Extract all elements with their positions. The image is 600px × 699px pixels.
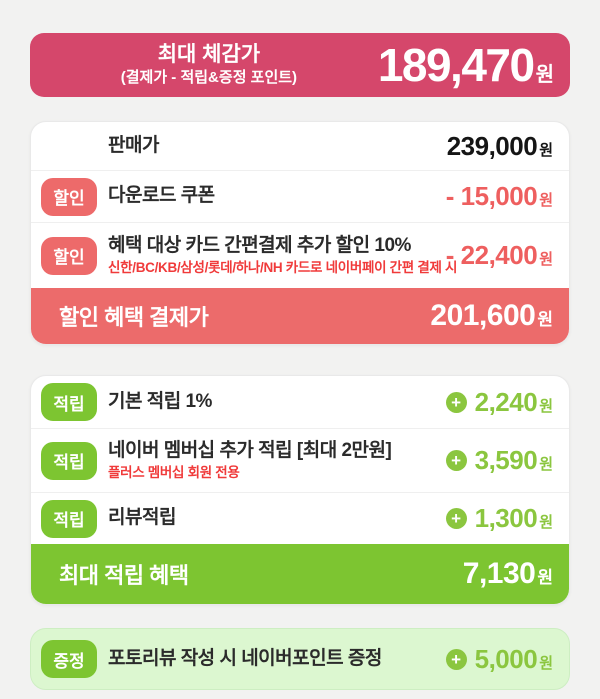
reward-badge: 적립 <box>41 383 97 421</box>
base-reward-row: 적립 기본 적립 1% + 2,240 원 <box>31 376 569 428</box>
header-title-block: 최대 체감가 (결제가 - 적립&증정 포인트) <box>40 43 378 86</box>
max-reward-label: 최대 적립 혜택 <box>59 563 189 588</box>
currency-suffix: 원 <box>537 310 553 329</box>
header-subtitle: (결제가 - 적립&증정 포인트) <box>120 69 298 87</box>
membership-reward-label: 네이버 멤버십 추가 적립 [최대 2만원] <box>108 439 392 461</box>
discounted-price-bar: 할인 혜택 결제가 201,600 원 <box>31 288 569 344</box>
review-reward-label: 리뷰적립 <box>108 507 176 529</box>
plus-icon: + <box>445 450 467 471</box>
header-title: 최대 체감가 <box>157 43 261 67</box>
plus-icon: + <box>445 508 467 529</box>
membership-reward-condition: 플러스 멤버십 회원 전용 <box>108 465 240 481</box>
max-benefit-header: 최대 체감가 (결제가 - 적립&증정 포인트) 189,470 원 <box>30 33 570 97</box>
card-discount-condition: 신한/BC/KB/삼성/롯데/하나/NH 카드로 네이버페이 간편 결제 시 <box>108 260 458 276</box>
max-reward-bar: 최대 적립 혜택 7,130 원 <box>31 544 569 604</box>
plus-icon: + <box>445 648 467 670</box>
card-discount-row: 할인 혜택 대상 카드 간편결제 추가 할인 10% 신한/BC/KB/삼성/롯… <box>31 222 569 288</box>
currency-suffix: 원 <box>535 64 554 86</box>
coupon-discount-label: 다운로드 쿠폰 <box>108 185 215 207</box>
reward-badge: 적립 <box>41 499 97 538</box>
discounted-price-value: 201,600 원 <box>430 299 553 332</box>
currency-suffix: 원 <box>539 192 553 209</box>
gift-card: 증정 포토리뷰 작성 시 네이버포인트 증정 + 5,000 원 <box>30 628 570 690</box>
currency-suffix: 원 <box>539 514 553 531</box>
card-discount-value: - 22,400 원 <box>445 240 553 270</box>
sale-price-value: 239,000 원 <box>446 130 553 161</box>
currency-suffix: 원 <box>539 251 553 268</box>
currency-suffix: 원 <box>539 654 553 672</box>
header-amount-number: 189,470 <box>377 39 535 91</box>
gift-value: + 5,000 원 <box>445 644 553 675</box>
reward-badge: 적립 <box>41 441 97 480</box>
currency-suffix: 원 <box>537 568 553 587</box>
discounted-price-label: 할인 혜택 결제가 <box>59 305 209 330</box>
plus-icon: + <box>445 391 467 413</box>
membership-reward-row: 적립 네이버 멤버십 추가 적립 [최대 2만원] 플러스 멤버십 회원 전용 … <box>31 428 569 492</box>
max-reward-value: 7,130 원 <box>462 557 553 590</box>
review-reward-value: + 1,300 원 <box>445 503 553 534</box>
reward-card: 적립 기본 적립 1% + 2,240 원 적립 네이버 멤버십 추가 적립 [최… <box>30 375 570 605</box>
discount-card: 판매가 239,000 원 할인 다운로드 쿠폰 - 15,000 원 할인 혜택 … <box>30 121 570 345</box>
sale-price-label: 판매가 <box>108 134 159 156</box>
header-amount: 189,470 원 <box>378 38 554 92</box>
currency-suffix: 원 <box>539 141 553 159</box>
card-discount-label: 혜택 대상 카드 간편결제 추가 할인 10% <box>108 234 411 256</box>
coupon-discount-row: 할인 다운로드 쿠폰 - 15,000 원 <box>31 170 569 222</box>
currency-suffix: 원 <box>539 456 553 473</box>
currency-suffix: 원 <box>539 397 553 415</box>
gift-badge: 증정 <box>41 640 97 678</box>
sale-price-row: 판매가 239,000 원 <box>31 122 569 170</box>
membership-reward-value: + 3,590 원 <box>445 445 553 476</box>
review-reward-row: 적립 리뷰적립 + 1,300 원 <box>31 492 569 544</box>
base-reward-label: 기본 적립 1% <box>108 390 212 412</box>
coupon-discount-value: - 15,000 원 <box>445 181 553 211</box>
discount-badge: 할인 <box>41 236 97 275</box>
gift-label: 포토리뷰 작성 시 네이버포인트 증정 <box>108 647 382 669</box>
discount-badge: 할인 <box>41 177 97 216</box>
base-reward-value: + 2,240 원 <box>445 387 553 418</box>
